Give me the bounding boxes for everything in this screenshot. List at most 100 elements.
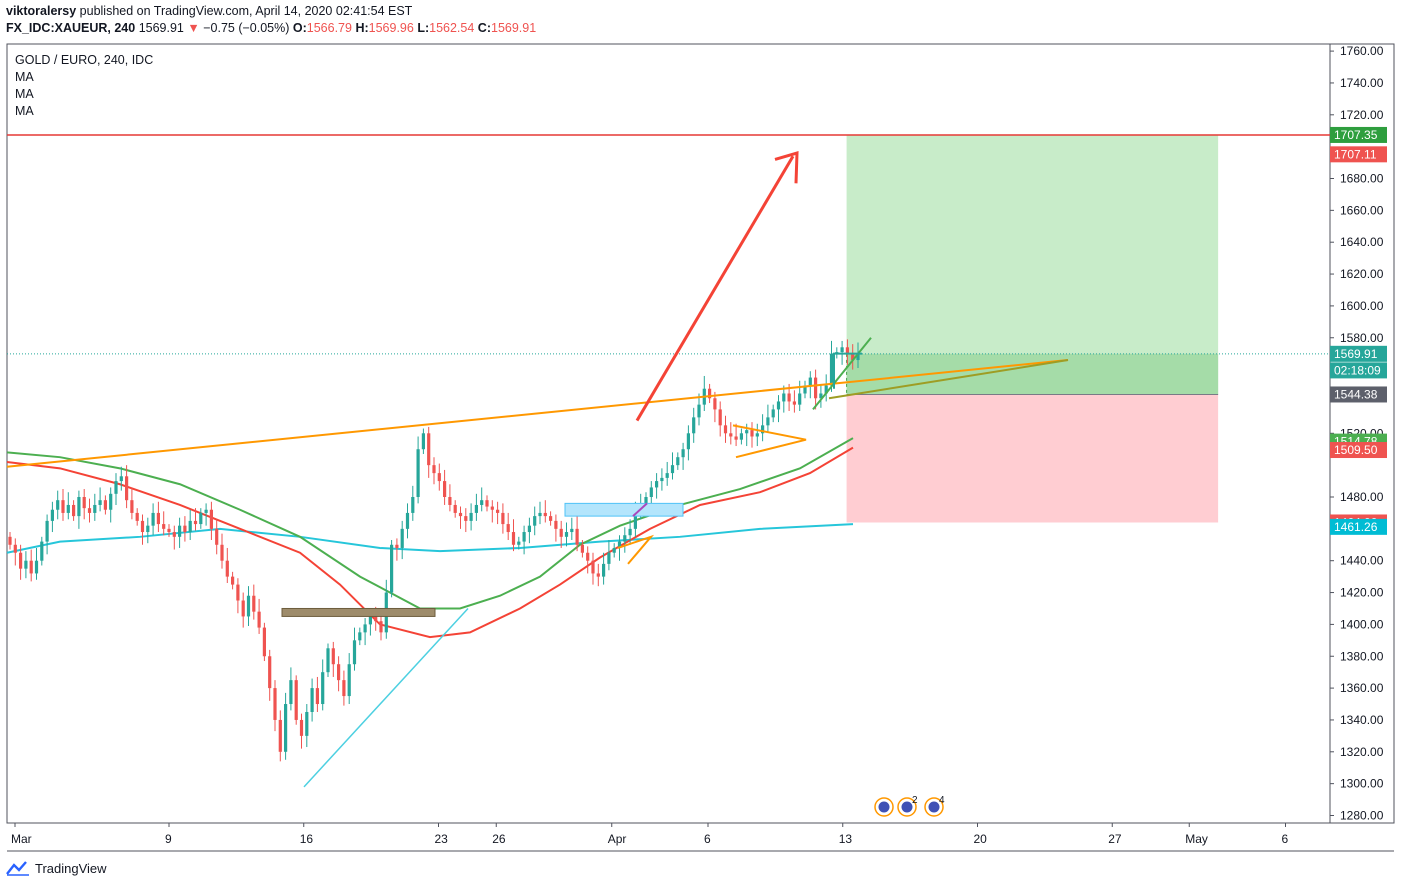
- candle-body: [77, 497, 81, 517]
- tradingview-footer[interactable]: TradingView: [6, 860, 107, 876]
- y-tick-label: 1440.00: [1340, 554, 1384, 568]
- x-tick-label: 23: [435, 832, 449, 846]
- candle-body: [183, 525, 187, 533]
- candle-body: [814, 377, 818, 399]
- candle-body: [114, 481, 118, 494]
- candle-body: [533, 516, 537, 526]
- candle-body: [543, 512, 547, 517]
- ma-slow-line: [6, 523, 854, 554]
- candle-body: [549, 516, 553, 521]
- y-tick-label: 1420.00: [1340, 586, 1384, 600]
- candle-body: [146, 525, 150, 533]
- x-tick-label: 26: [492, 832, 506, 846]
- candle-body: [511, 532, 516, 545]
- arrow-head-icon: [774, 151, 799, 184]
- price-change: −0.75 (−0.05%): [203, 21, 290, 35]
- open-label: O:: [292, 21, 307, 35]
- candle-body: [109, 493, 113, 510]
- candle-body: [305, 711, 309, 736]
- candle-body: [411, 497, 415, 513]
- price-label: 1707.11: [1330, 146, 1387, 163]
- legend-ma-1[interactable]: MA: [15, 70, 34, 84]
- candle-body: [750, 430, 754, 437]
- candle-body: [19, 552, 23, 569]
- candle-body: [745, 430, 749, 434]
- candle-body: [56, 500, 60, 510]
- candle-body: [739, 433, 743, 440]
- candle-body: [448, 497, 452, 505]
- candle-body: [782, 393, 786, 402]
- candle-body: [278, 719, 282, 752]
- y-tick-label: 1340.00: [1340, 713, 1384, 727]
- candle-body: [771, 409, 775, 418]
- candle-body: [342, 680, 346, 697]
- legend-ma-3[interactable]: MA: [15, 104, 34, 118]
- candle-body: [262, 627, 266, 657]
- candle-body: [257, 611, 261, 628]
- candle-body: [856, 353, 860, 361]
- candle-body: [761, 425, 765, 434]
- economic-event-icon-2: 2: [897, 795, 918, 817]
- y-tick-label: 1580.00: [1340, 331, 1384, 345]
- candle-body: [474, 504, 478, 513]
- candle-body: [395, 544, 399, 548]
- candle-body: [289, 680, 293, 705]
- candle-body: [617, 541, 622, 548]
- candle-body: [522, 532, 526, 542]
- low-value: 1562.54: [429, 21, 475, 35]
- candle-body: [819, 393, 823, 399]
- candle-body: [236, 584, 240, 601]
- candle-body: [416, 449, 420, 497]
- change-down-icon: ▼: [187, 21, 200, 35]
- candle-body: [633, 512, 637, 529]
- candle-body: [480, 500, 484, 505]
- published-text: published on TradingView.com, April 14, …: [79, 4, 413, 18]
- candle-body: [692, 417, 696, 434]
- candle-body: [469, 512, 473, 521]
- candle-body: [686, 433, 690, 450]
- candle-body: [156, 512, 160, 525]
- candle-body: [591, 560, 595, 574]
- ma-mid-line: [6, 437, 854, 610]
- y-tick-label: 1760.00: [1340, 44, 1384, 58]
- small-triangle: [617, 534, 655, 565]
- candle-body: [464, 516, 468, 521]
- legend-ma-2[interactable]: MA: [15, 87, 34, 101]
- candle-body: [623, 535, 627, 542]
- candle-body: [570, 528, 574, 533]
- candle-body: [209, 509, 213, 529]
- candle-body: [284, 704, 288, 752]
- candle-body: [665, 473, 669, 478]
- candle-body: [167, 528, 171, 533]
- candle-body: [798, 393, 802, 405]
- y-tick-label: 1380.00: [1340, 649, 1384, 663]
- candle-body: [729, 433, 733, 437]
- x-tick-label: 20: [974, 832, 988, 846]
- candle-body: [787, 393, 791, 402]
- author-name[interactable]: viktoralersy: [6, 4, 77, 18]
- candle-body: [347, 664, 351, 697]
- candle-body: [93, 504, 97, 513]
- y-tick-label: 1640.00: [1340, 235, 1384, 249]
- candle-body: [358, 632, 362, 641]
- open-value: 1566.79: [306, 21, 352, 35]
- candle-body: [713, 398, 717, 410]
- candle-body: [485, 500, 489, 507]
- candle-body: [178, 525, 182, 537]
- svg-text:1509.50: 1509.50: [1334, 443, 1378, 457]
- candle-body: [427, 433, 431, 466]
- candle-body: [400, 528, 404, 548]
- candle-body: [792, 401, 796, 405]
- svg-text:1707.11: 1707.11: [1334, 147, 1377, 161]
- candle-body: [368, 616, 372, 625]
- price-label: 1569.91: [1330, 345, 1387, 362]
- candle-body: [575, 528, 579, 545]
- price-label: 1544.38: [1330, 386, 1387, 403]
- support-trendline: [303, 607, 469, 788]
- y-tick-label: 1280.00: [1340, 809, 1384, 823]
- high-label: H:: [355, 21, 369, 35]
- candle-body: [34, 560, 39, 574]
- channel-line: [812, 337, 872, 411]
- candle-body: [252, 595, 256, 612]
